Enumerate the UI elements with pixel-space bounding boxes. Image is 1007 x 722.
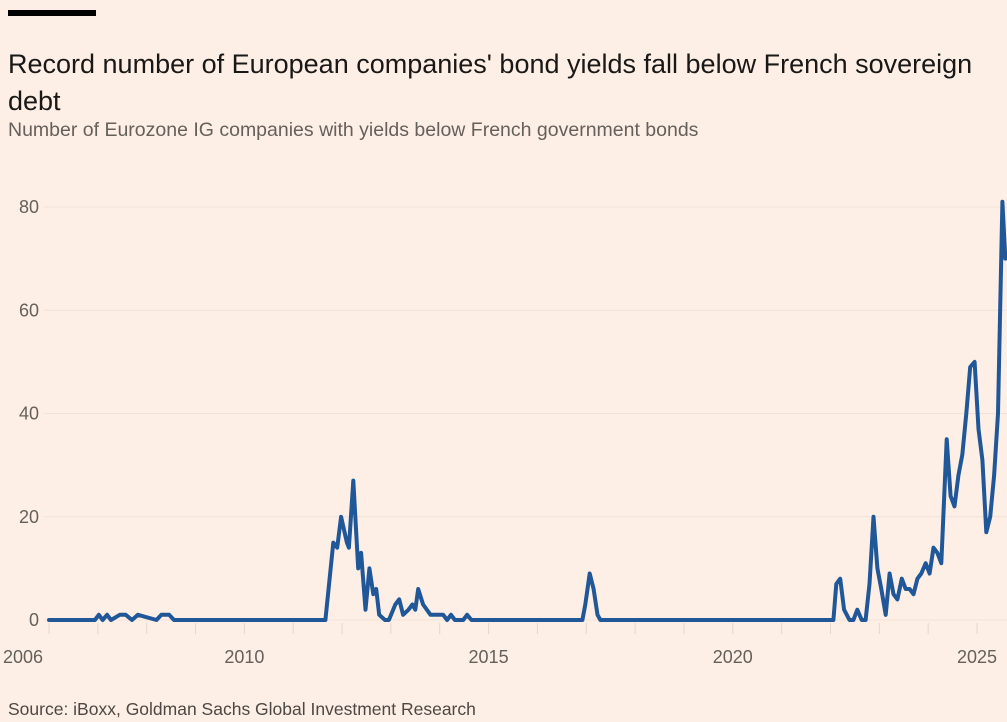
header-rule [8,10,96,16]
chart-title: Record number of European companies' bon… [8,49,973,117]
x-axis-ticks: 2006 2010 2015 2020 2025 [3,623,997,667]
y-tick-label: 40 [19,404,39,424]
x-tick-label: 2025 [957,647,997,667]
x-tick-label: 2020 [713,647,753,667]
y-tick-label: 80 [19,197,39,217]
gridlines [44,206,1007,621]
line-chart: 0 20 40 60 80 2006 2010 2015 2020 2025 [3,197,1007,667]
y-tick-label: 20 [19,507,39,527]
y-axis-ticks: 0 20 40 60 80 [19,197,39,630]
chart-subtitle: Number of Eurozone IG companies with yie… [8,119,699,141]
x-tick-label: 2015 [469,647,509,667]
x-tick-label: 2010 [224,647,264,667]
series-group [47,199,1007,622]
x-tick-label: 2006 [3,647,43,667]
series-line [47,199,1007,622]
y-tick-label: 60 [19,300,39,320]
y-tick-label: 0 [29,610,39,630]
source-note: Source: iBoxx, Goldman Sachs Global Inve… [8,699,476,719]
